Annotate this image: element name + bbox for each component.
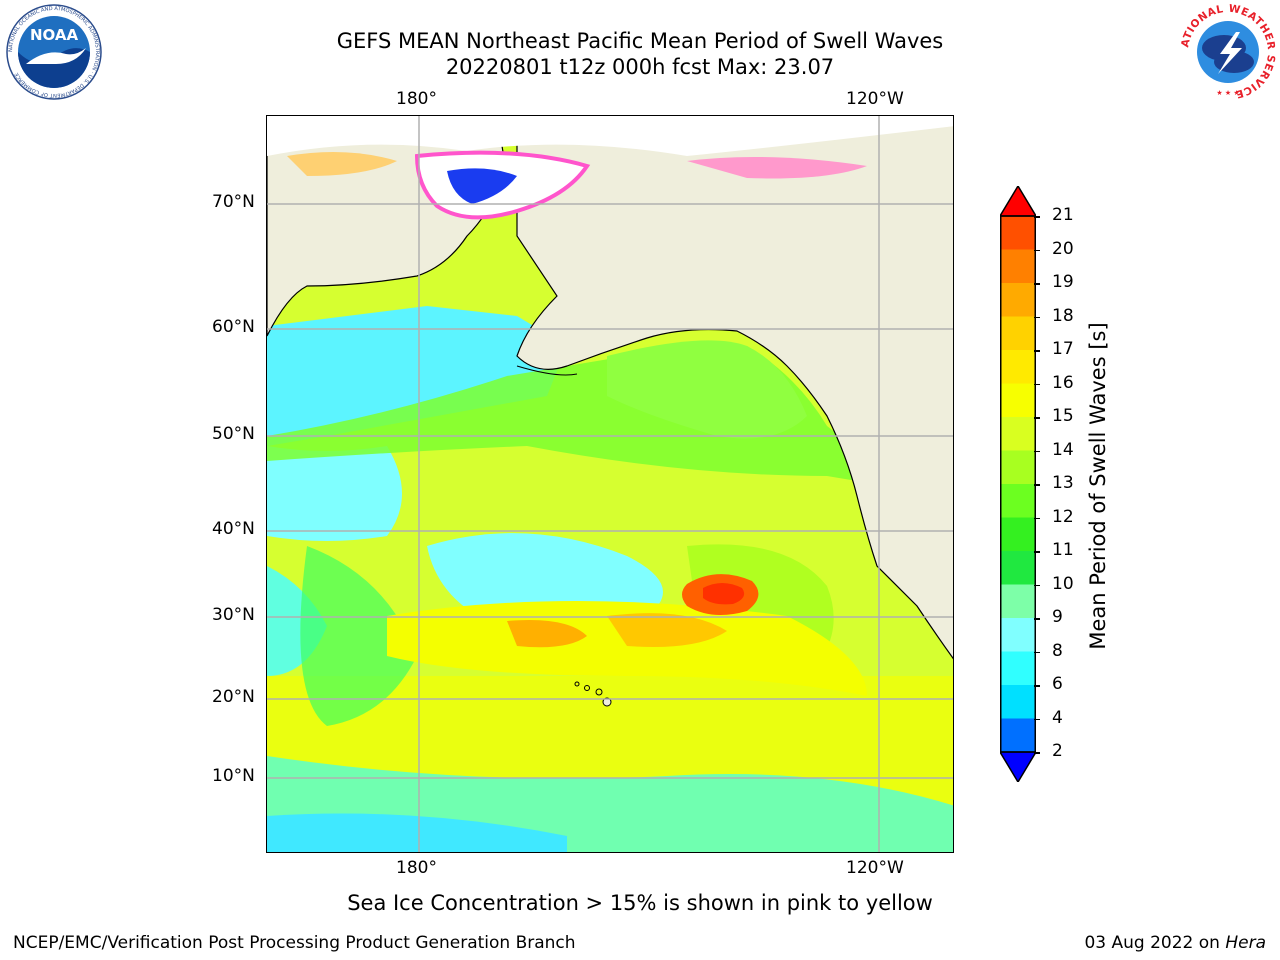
svg-text:★ ★ ★: ★ ★ ★ (1216, 89, 1239, 97)
lat-label-70n: 70°N (212, 192, 255, 212)
orange-swell-zone-west (507, 620, 587, 648)
colorbar-tick-label: 2 (1052, 741, 1063, 761)
colorbar-segment (1000, 584, 1036, 619)
lon-label-bottom-120w: 120°W (846, 858, 904, 878)
colorbar-segment (1000, 718, 1036, 753)
colorbar-segment (1000, 685, 1036, 719)
colorbar-segment (1000, 350, 1036, 384)
colorbar-tick-label: 13 (1052, 473, 1074, 493)
colorbar-tick-mark (1034, 249, 1040, 251)
colorbar-tick-mark (1034, 316, 1040, 318)
colorbar-tick-label: 12 (1052, 506, 1074, 527)
nws-logo: NATIONAL WEATHER SERVICE ★ ★ ★ (1173, 0, 1278, 102)
colorbar-segment (1000, 216, 1036, 250)
colorbar-tick-mark (1034, 551, 1040, 553)
map-title: GEFS MEAN Northeast Pacific Mean Period … (336, 29, 944, 53)
colorbar-segment (1000, 283, 1036, 317)
colorbar-tick-mark (1034, 283, 1040, 285)
sea-ice-edge-beaufort (687, 157, 867, 179)
colorbar-segment (1000, 551, 1036, 585)
lat-label-60n: 60°N (212, 317, 255, 337)
colorbar-tick-mark (1034, 216, 1040, 218)
map-gridlines (267, 116, 953, 852)
colorbar-tick-mark (1034, 450, 1040, 452)
colorbar-tick-label: 11 (1052, 540, 1074, 560)
colorbar-segment (1000, 316, 1036, 351)
colorbar-tick-mark (1034, 350, 1040, 352)
colorbar-title: Mean Period of Swell Waves [s] (1086, 322, 1110, 650)
colorbar-segment (1000, 450, 1036, 485)
map-canvas (267, 116, 953, 852)
lat-label-30n: 30°N (212, 605, 255, 625)
map-subtitle: 20220801 t12z 000h fcst Max: 23.07 (445, 55, 835, 79)
orange-swell-zone-central (607, 613, 727, 647)
colorbar-tick-label: 9 (1052, 607, 1063, 627)
arctic-ice-region (267, 116, 953, 156)
colorbar-tick-label: 6 (1052, 674, 1063, 694)
swell-period-map (266, 115, 954, 853)
colorbar-tick-mark (1034, 752, 1040, 754)
north-pacific-low-period-region (267, 446, 402, 541)
colorbar-tick-mark (1034, 484, 1040, 486)
colorbar-tick-label: 16 (1052, 372, 1074, 393)
lon-label-top-120w: 120°W (846, 89, 904, 109)
gulf-of-alaska-region (607, 340, 807, 439)
colorbar-segment (1000, 618, 1036, 652)
north-america-land (516, 116, 953, 660)
southwest-low-period-region (267, 813, 567, 852)
colorbar-tick-label: 21 (1052, 205, 1074, 225)
lat-label-10n: 10°N (212, 766, 255, 786)
footer-system: Hera (1225, 933, 1266, 953)
colorbar-tick-mark (1034, 383, 1040, 385)
sea-ice-concentration-zone (287, 152, 397, 176)
colorbar-segment (1000, 249, 1036, 284)
colorbar-tick-label: 17 (1052, 339, 1074, 359)
footer-credit: NCEP/EMC/Verification Post Processing Pr… (13, 933, 576, 953)
western-green-region (300, 546, 417, 726)
lon-label-top-180: 180° (396, 89, 437, 109)
colorbar-segment (1000, 484, 1036, 518)
colorbar-segment (1000, 417, 1036, 451)
colorbar-tick-label: 15 (1052, 406, 1074, 426)
lat-label-50n: 50°N (212, 424, 255, 444)
colorbar-tick-mark (1034, 618, 1040, 620)
colorbar-tick-label: 19 (1052, 272, 1074, 292)
colorbar-tick-label: 20 (1052, 238, 1074, 259)
colorbar-tick-mark (1034, 417, 1040, 419)
low-period-ice-margin (447, 168, 517, 204)
noaa-logo: NOAA NATIONAL OCEANIC AND ATMOSPHERIC AD… (6, 4, 102, 100)
footer-date-text: 03 Aug 2022 on (1084, 933, 1220, 953)
footer-date: 03 Aug 2022 on Hera (1084, 933, 1266, 953)
colorbar-tick-mark (1034, 651, 1040, 653)
colorbar (998, 184, 1038, 784)
max-swell-period-core (703, 583, 745, 605)
noaa-logo-text: NOAA (30, 26, 79, 44)
colorbar-tick-label: 4 (1052, 707, 1063, 728)
lat-label-40n: 40°N (212, 519, 255, 539)
colorbar-over-arrow (998, 184, 1038, 217)
subtropical-yellow-band (387, 601, 867, 696)
colorbar-tick-mark (1034, 718, 1040, 720)
colorbar-tick-label: 14 (1052, 439, 1074, 460)
colorbar-segment (1000, 651, 1036, 686)
colorbar-tick-mark (1034, 685, 1040, 687)
colorbar-ticks: 21 20 19 18 17 16 15 14 13 12 11 10 9 8 6 4 2 (1034, 0, 1094, 960)
lat-label-20n: 20°N (212, 687, 255, 707)
bering-low-period-region (267, 306, 567, 446)
hawaiian-islands (574, 681, 612, 707)
aleutian-islands (516, 365, 578, 376)
colorbar-tick-label: 10 (1052, 573, 1074, 594)
colorbar-under-arrow (998, 751, 1038, 784)
colorbar-segment (1000, 517, 1036, 552)
colorbar-tick-mark (1034, 517, 1040, 519)
lon-label-bottom-180: 180° (396, 858, 437, 878)
sea-ice-note: Sea Ice Concentration > 15% is shown in … (347, 891, 933, 915)
colorbar-tick-label: 18 (1052, 305, 1074, 326)
colorbar-segment (1000, 383, 1036, 418)
colorbar-tick-mark (1034, 584, 1040, 586)
colorbar-tick-label: 8 (1052, 640, 1063, 661)
